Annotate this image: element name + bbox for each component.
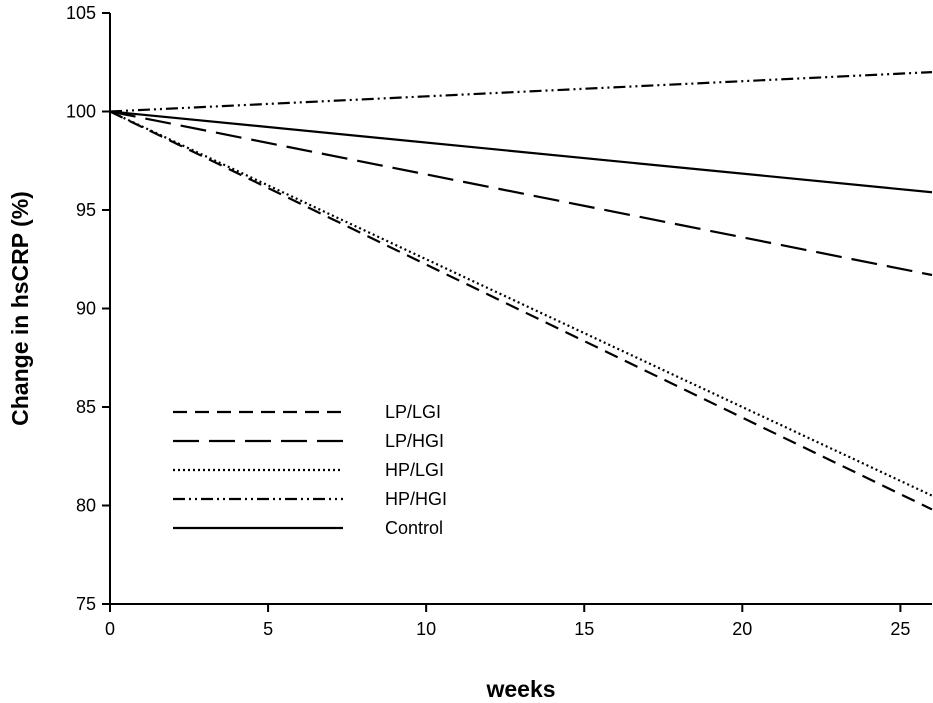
x-tick-label: 25 xyxy=(890,619,910,639)
y-tick-label: 90 xyxy=(76,299,96,319)
y-tick-label: 95 xyxy=(76,200,96,220)
legend-label: Control xyxy=(385,518,443,538)
x-tick-label: 5 xyxy=(263,619,273,639)
series-line-hp-hgi xyxy=(109,71,933,113)
legend-label: HP/HGI xyxy=(385,489,447,509)
series-line-lp-lgi xyxy=(109,110,933,511)
series-layer xyxy=(109,71,933,511)
x-tick-label: 20 xyxy=(732,619,752,639)
legend-label: LP/HGI xyxy=(385,431,444,451)
y-tick-label: 100 xyxy=(66,102,96,122)
y-tick-label: 105 xyxy=(66,3,96,23)
y-axis-title: Change in hsCRP (%) xyxy=(7,191,33,426)
y-tick-label: 80 xyxy=(76,496,96,516)
axes: 75 80 85 90 95 100 105 0 5 10 15 20 25 xyxy=(66,3,932,639)
legend-label: HP/LGI xyxy=(385,460,444,480)
legend-label: LP/LGI xyxy=(385,402,441,422)
series-line-control xyxy=(109,110,933,194)
series-line-hp-lgi xyxy=(109,110,933,497)
y-tick-label: 85 xyxy=(76,397,96,417)
x-tick-label: 0 xyxy=(105,619,115,639)
x-tick-label: 15 xyxy=(574,619,594,639)
x-axis-title: weeks xyxy=(485,676,555,702)
x-tick-label: 10 xyxy=(416,619,436,639)
legend: LP/LGI LP/HGI HP/LGI HP/HGI Control xyxy=(173,402,447,538)
series-line-lp-hgi xyxy=(109,110,933,277)
y-tick-label: 75 xyxy=(76,594,96,614)
